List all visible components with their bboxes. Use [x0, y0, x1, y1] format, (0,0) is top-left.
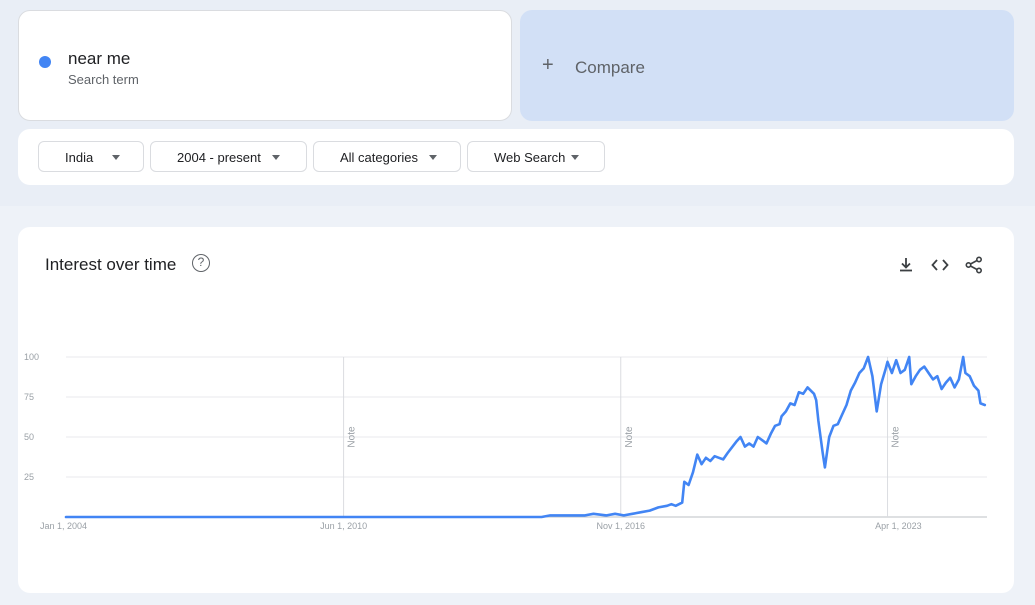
- time-range-filter-label: 2004 - present: [177, 150, 261, 165]
- search-term-card[interactable]: near me Search term: [18, 10, 512, 121]
- category-filter-label: All categories: [340, 150, 419, 165]
- x-tick-label: Nov 1, 2016: [596, 521, 645, 531]
- compare-button[interactable]: + Compare: [520, 10, 1014, 121]
- x-tick-label: Apr 1, 2023: [875, 521, 922, 531]
- interest-over-time-card: Interest over time ?: [18, 227, 1014, 593]
- time-range-filter[interactable]: 2004 - present: [150, 141, 307, 172]
- note-label[interactable]: Note: [891, 426, 902, 448]
- embed-icon[interactable]: [930, 255, 950, 275]
- help-icon[interactable]: ?: [192, 254, 210, 272]
- note-label[interactable]: Note: [624, 426, 635, 448]
- interest-line-chart: 25 50 75 100 Note Note Note Jan 1, 2004 Jun 1,…: [24, 352, 987, 531]
- caret-down-icon: [429, 155, 437, 160]
- note-label[interactable]: Note: [347, 426, 358, 448]
- x-tick-label: Jan 1, 2004: [40, 521, 87, 531]
- caret-down-icon: [571, 155, 579, 160]
- search-term-color-dot: [39, 56, 51, 68]
- search-term-name[interactable]: near me: [68, 49, 131, 68]
- location-filter-label: India: [65, 150, 94, 165]
- category-filter[interactable]: All categories: [313, 141, 461, 172]
- chart-title: Interest over time: [45, 255, 177, 274]
- compare-label: Compare: [575, 58, 645, 77]
- location-filter[interactable]: India: [38, 141, 144, 172]
- share-icon[interactable]: [964, 255, 984, 275]
- search-term-type: Search term: [68, 72, 139, 87]
- plus-icon: +: [542, 54, 554, 76]
- y-tick-label: 100: [24, 352, 39, 362]
- download-icon[interactable]: [896, 255, 916, 275]
- search-type-filter-label: Web Search: [494, 150, 566, 165]
- caret-down-icon: [272, 155, 280, 160]
- x-tick-label: Jun 1, 2010: [320, 521, 367, 531]
- y-tick-label: 25: [24, 472, 34, 482]
- series-line-near-me: [64, 355, 987, 519]
- caret-down-icon: [112, 155, 120, 160]
- y-tick-label: 50: [24, 432, 34, 442]
- filter-bar: India 2004 - present All categories Web …: [18, 129, 1014, 185]
- search-type-filter[interactable]: Web Search: [467, 141, 605, 172]
- y-tick-label: 75: [24, 392, 34, 402]
